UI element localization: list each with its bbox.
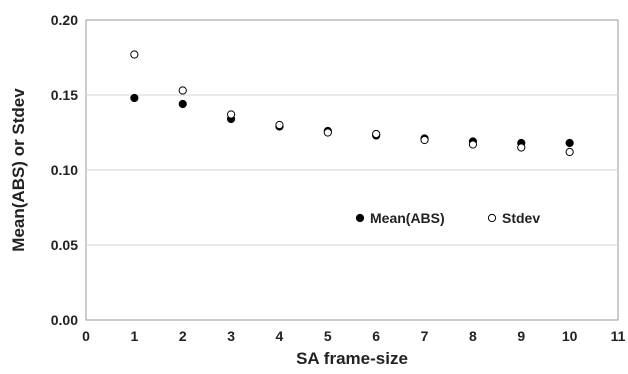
mean-abs-point [565,138,574,148]
legend-marker-mean-abs [355,213,365,223]
mean-abs-point [130,93,139,103]
legend-label-mean-abs: Mean(ABS) [370,210,445,226]
stdev-point [275,120,284,130]
stdev-point [420,135,429,145]
mean-abs-point [178,99,187,109]
x-tick-label: 3 [227,328,235,344]
x-tick-label: 6 [372,328,380,344]
stdev-point [323,128,332,137]
stdev-point [372,129,381,139]
x-tick-label: 7 [421,328,429,344]
x-tick-label: 0 [82,328,90,344]
y-axis-title: Mean(ABS) or Stdev [9,88,28,252]
stdev-point [565,147,574,157]
y-tick-label: 0.20 [51,12,78,28]
x-axis-title: SA frame-size [296,349,408,368]
y-tick-label: 0.05 [51,237,78,253]
x-tick-label: 4 [276,328,284,344]
stdev-point [178,86,187,95]
x-tick-label: 10 [562,328,578,344]
x-tick-label: 5 [324,328,332,344]
y-tick-labels: 0.00 0.05 0.10 0.15 0.20 [51,12,78,328]
legend-label-stdev: Stdev [502,210,540,226]
data-series [130,50,574,157]
y-tick-label: 0.00 [51,312,78,328]
stdev-point [226,110,236,119]
gridlines [86,94,618,246]
legend: Mean(ABS) Stdev [355,210,540,226]
legend-marker-stdev [487,213,497,223]
y-tick-label: 0.10 [51,162,78,178]
stdev-point [517,143,526,152]
series-stdev [130,50,574,157]
stdev-point [468,140,478,149]
x-tick-label: 9 [517,328,525,344]
x-tick-labels: 0 1 2 3 4 5 6 7 8 9 10 11 [82,328,626,344]
x-tick-label: 2 [179,328,187,344]
x-tick-label: 8 [469,328,477,344]
x-tick-label: 11 [611,328,626,344]
y-tick-label: 0.15 [51,87,78,103]
stdev-point [130,50,139,59]
x-tick-label: 1 [130,328,138,344]
